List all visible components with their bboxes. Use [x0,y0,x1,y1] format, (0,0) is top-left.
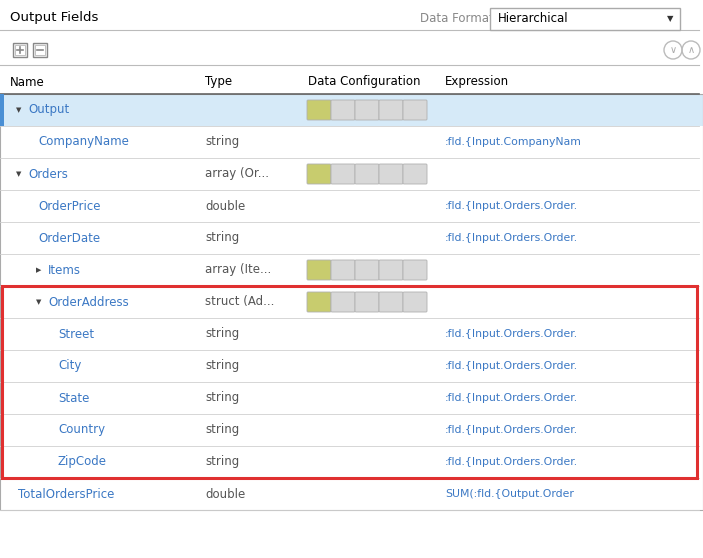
FancyBboxPatch shape [307,100,331,120]
FancyBboxPatch shape [403,260,427,280]
Text: string: string [205,455,239,469]
Bar [0,126,703,158]
Text: ∧: ∧ [688,45,695,55]
Bar [33,43,47,57]
Text: Output: Output [28,103,70,117]
Text: State: State [58,392,89,405]
FancyBboxPatch shape [379,164,403,184]
Bar [0,286,703,318]
Text: array (Ite...: array (Ite... [205,263,271,277]
Text: string: string [205,424,239,436]
Text: double: double [205,488,245,501]
Text: :fld.{Input.Orders.Order.: :fld.{Input.Orders.Order. [445,393,578,403]
Text: TotalOrdersPrice: TotalOrdersPrice [18,488,115,501]
Text: City: City [58,359,82,373]
Text: double: double [205,200,245,213]
FancyBboxPatch shape [331,260,355,280]
Bar [490,8,680,30]
Text: ▼: ▼ [666,15,673,23]
FancyBboxPatch shape [331,292,355,312]
Text: ▼: ▼ [36,299,41,305]
Text: ▶: ▶ [36,267,41,273]
Text: string: string [205,392,239,405]
Text: SUM(:fld.{Output.Order: SUM(:fld.{Output.Order [445,489,574,499]
Bar [0,94,4,126]
Text: Output Fields: Output Fields [10,12,98,25]
Bar [0,222,703,254]
FancyBboxPatch shape [355,292,379,312]
Text: OrderDate: OrderDate [38,232,100,244]
Text: :fld.{Input.CompanyNam: :fld.{Input.CompanyNam [445,137,582,147]
Bar [0,190,703,222]
Text: string: string [205,232,239,244]
Text: Orders: Orders [28,167,68,180]
Bar [0,94,703,126]
Text: ∨: ∨ [669,45,676,55]
Text: Type: Type [205,75,232,89]
FancyBboxPatch shape [403,164,427,184]
Bar [0,350,703,382]
Text: :fld.{Input.Orders.Order.: :fld.{Input.Orders.Order. [445,201,578,211]
FancyBboxPatch shape [403,100,427,120]
FancyBboxPatch shape [355,260,379,280]
Text: Hierarchical: Hierarchical [498,12,569,26]
Bar [0,318,703,350]
Text: ▼: ▼ [16,107,21,113]
Text: :fld.{Input.Orders.Order.: :fld.{Input.Orders.Order. [445,329,578,339]
Text: array (Or...: array (Or... [205,167,269,180]
Text: string: string [205,328,239,340]
Bar [35,45,45,55]
Bar [0,254,703,286]
Text: string: string [205,359,239,373]
Bar [2,286,697,478]
Text: :fld.{Input.Orders.Order.: :fld.{Input.Orders.Order. [445,457,578,467]
Text: :fld.{Input.Orders.Order.: :fld.{Input.Orders.Order. [445,233,578,243]
Text: :fld.{Input.Orders.Order.: :fld.{Input.Orders.Order. [445,425,578,435]
FancyBboxPatch shape [355,100,379,120]
Text: Street: Street [58,328,94,340]
Text: ZipCode: ZipCode [58,455,107,469]
Text: Data Format:: Data Format: [420,12,498,25]
FancyBboxPatch shape [331,100,355,120]
FancyBboxPatch shape [379,260,403,280]
Bar [0,158,703,190]
Text: struct (Ad...: struct (Ad... [205,296,274,309]
FancyBboxPatch shape [379,292,403,312]
FancyBboxPatch shape [307,164,331,184]
Text: CompanyName: CompanyName [38,136,129,148]
Bar [0,446,703,478]
FancyBboxPatch shape [403,292,427,312]
Text: ▼: ▼ [16,171,21,177]
Text: string: string [205,136,239,148]
Bar [0,94,703,510]
Text: :fld.{Input.Orders.Order.: :fld.{Input.Orders.Order. [445,361,578,371]
Text: Name: Name [10,75,45,89]
Bar [0,414,703,446]
Text: Data Configuration: Data Configuration [308,75,420,89]
Bar [0,382,703,414]
FancyBboxPatch shape [331,164,355,184]
Text: OrderPrice: OrderPrice [38,200,101,213]
Bar [0,478,703,510]
FancyBboxPatch shape [307,260,331,280]
Text: OrderAddress: OrderAddress [48,296,129,309]
FancyBboxPatch shape [355,164,379,184]
FancyBboxPatch shape [379,100,403,120]
Text: Country: Country [58,424,105,436]
Bar [13,43,27,57]
FancyBboxPatch shape [307,292,331,312]
Text: Expression: Expression [445,75,509,89]
Text: Items: Items [48,263,81,277]
Bar [15,45,25,55]
